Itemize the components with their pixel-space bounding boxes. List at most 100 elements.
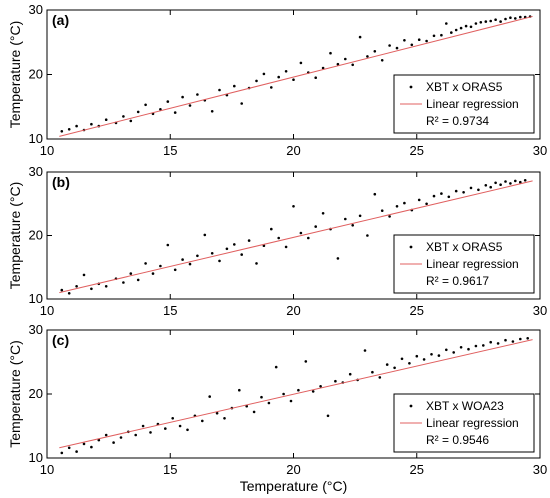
data-point	[188, 104, 192, 107]
data-point	[223, 417, 226, 420]
data-point	[67, 128, 71, 131]
data-point	[129, 272, 133, 275]
data-point	[484, 20, 488, 23]
x-tick-label: 20	[286, 462, 300, 477]
data-point	[67, 446, 71, 450]
data-point	[60, 130, 64, 133]
data-point	[311, 390, 315, 393]
data-point	[417, 38, 421, 41]
data-point	[112, 441, 115, 444]
data-point	[454, 28, 458, 32]
data-point	[292, 78, 295, 81]
data-point	[319, 385, 322, 388]
data-point	[479, 21, 483, 24]
data-point	[417, 198, 421, 202]
data-point	[440, 192, 443, 195]
data-point	[270, 227, 273, 231]
data-point	[393, 366, 396, 370]
data-point	[144, 103, 147, 107]
data-point	[233, 84, 236, 88]
x-tick-label: 15	[163, 462, 177, 477]
data-point	[422, 358, 426, 361]
legend-label-regression: Linear regression	[426, 416, 519, 430]
data-point	[373, 192, 377, 196]
x-tick-label: 30	[533, 143, 547, 158]
data-point	[181, 95, 184, 99]
panel-label: (a)	[52, 12, 69, 28]
data-point	[462, 191, 465, 194]
legend-label-points: XBT x WOA23	[426, 399, 504, 413]
data-point	[366, 234, 369, 237]
data-point	[284, 70, 288, 73]
data-point	[469, 186, 473, 190]
data-point	[218, 259, 221, 263]
data-point	[425, 39, 428, 43]
data-point	[358, 35, 362, 39]
x-tick-label: 25	[410, 143, 424, 158]
data-point	[238, 388, 241, 392]
data-point	[519, 337, 522, 341]
data-point	[201, 419, 204, 423]
data-point	[178, 424, 182, 428]
data-point	[262, 72, 266, 76]
data-point	[277, 236, 281, 240]
x-tick-label: 20	[286, 303, 300, 318]
data-point	[159, 264, 162, 268]
data-point	[351, 224, 355, 227]
data-point	[173, 268, 177, 272]
data-point	[225, 247, 229, 251]
data-point	[260, 395, 263, 399]
data-point	[186, 428, 189, 432]
data-point	[499, 20, 502, 23]
data-point	[400, 357, 404, 361]
data-point	[469, 25, 473, 29]
data-point	[90, 122, 93, 126]
data-point	[378, 376, 382, 379]
data-point	[262, 244, 266, 247]
y-tick-label: 10	[29, 131, 43, 146]
data-point	[97, 438, 101, 442]
y-axis-title: Temperature (°C)	[7, 21, 23, 129]
data-point	[494, 181, 497, 185]
data-point	[166, 243, 170, 247]
regression-line	[59, 15, 533, 137]
x-tick-label: 15	[163, 143, 177, 158]
data-point	[240, 102, 243, 105]
data-point	[380, 59, 384, 62]
x-tick-label: 30	[533, 303, 547, 318]
data-point	[334, 379, 337, 383]
regression-line	[59, 339, 533, 449]
r-squared-label: R² = 0.9734	[426, 114, 489, 128]
data-point	[314, 76, 318, 79]
panel-label: (b)	[52, 174, 70, 190]
data-point	[395, 46, 399, 50]
data-point	[514, 179, 517, 183]
legend-label-points: XBT x ORAS5	[426, 80, 503, 94]
x-tick-label: 20	[286, 143, 300, 158]
data-point	[252, 410, 256, 414]
data-point	[218, 88, 221, 92]
data-point	[307, 236, 310, 240]
data-point	[171, 417, 174, 420]
data-point	[440, 33, 443, 37]
data-point	[267, 401, 271, 405]
data-point	[299, 231, 303, 235]
y-axis-title: Temperature (°C)	[7, 182, 23, 290]
data-point	[403, 39, 406, 42]
data-point	[149, 431, 152, 434]
x-tick-label: 10	[40, 462, 54, 477]
r-squared-label: R² = 0.9617	[426, 274, 489, 288]
data-point	[326, 414, 330, 418]
data-point	[385, 363, 389, 366]
legend-marker-points	[409, 245, 413, 249]
data-point	[292, 205, 295, 208]
data-point	[104, 118, 108, 121]
data-point	[459, 346, 463, 349]
data-point	[371, 370, 374, 374]
data-point	[122, 115, 125, 118]
data-point	[464, 24, 468, 28]
data-point	[277, 75, 281, 79]
data-point	[299, 61, 303, 65]
data-point	[196, 93, 199, 96]
data-point	[477, 188, 480, 192]
